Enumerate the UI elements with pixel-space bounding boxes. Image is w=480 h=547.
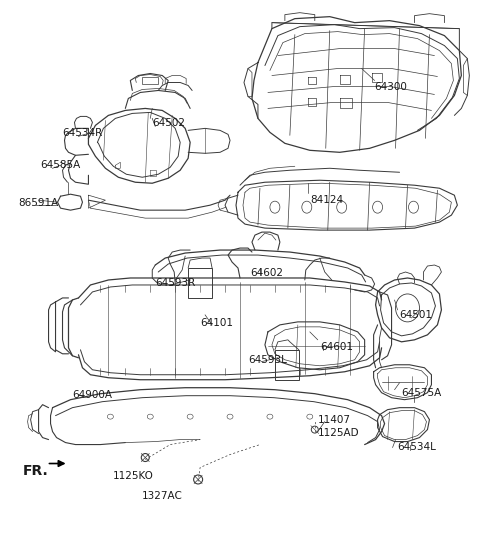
Text: 64593L: 64593L (248, 355, 287, 365)
Text: 64601: 64601 (320, 342, 353, 352)
Text: 64300: 64300 (374, 83, 408, 92)
Text: 64101: 64101 (200, 318, 233, 328)
Text: FR.: FR. (23, 463, 48, 478)
Text: 64501: 64501 (399, 310, 432, 320)
Text: 84124: 84124 (310, 195, 343, 205)
Text: 64593R: 64593R (155, 278, 195, 288)
Text: 1125AD: 1125AD (318, 428, 360, 438)
Bar (275, 350, 299, 380)
Text: 11407: 11407 (318, 415, 351, 424)
Text: 64575A: 64575A (402, 388, 442, 398)
Text: 64585A: 64585A (41, 160, 81, 170)
Text: 64602: 64602 (250, 268, 283, 278)
Text: 1125KO: 1125KO (112, 472, 153, 481)
Text: 64534R: 64534R (62, 129, 103, 138)
Text: 64900A: 64900A (72, 389, 112, 400)
Text: 64534L: 64534L (397, 441, 436, 452)
Text: 64502: 64502 (152, 118, 185, 129)
Bar (142, 77, 158, 84)
Bar (188, 268, 212, 298)
Text: 86591A: 86591A (19, 198, 59, 208)
Text: 1327AC: 1327AC (142, 491, 183, 502)
